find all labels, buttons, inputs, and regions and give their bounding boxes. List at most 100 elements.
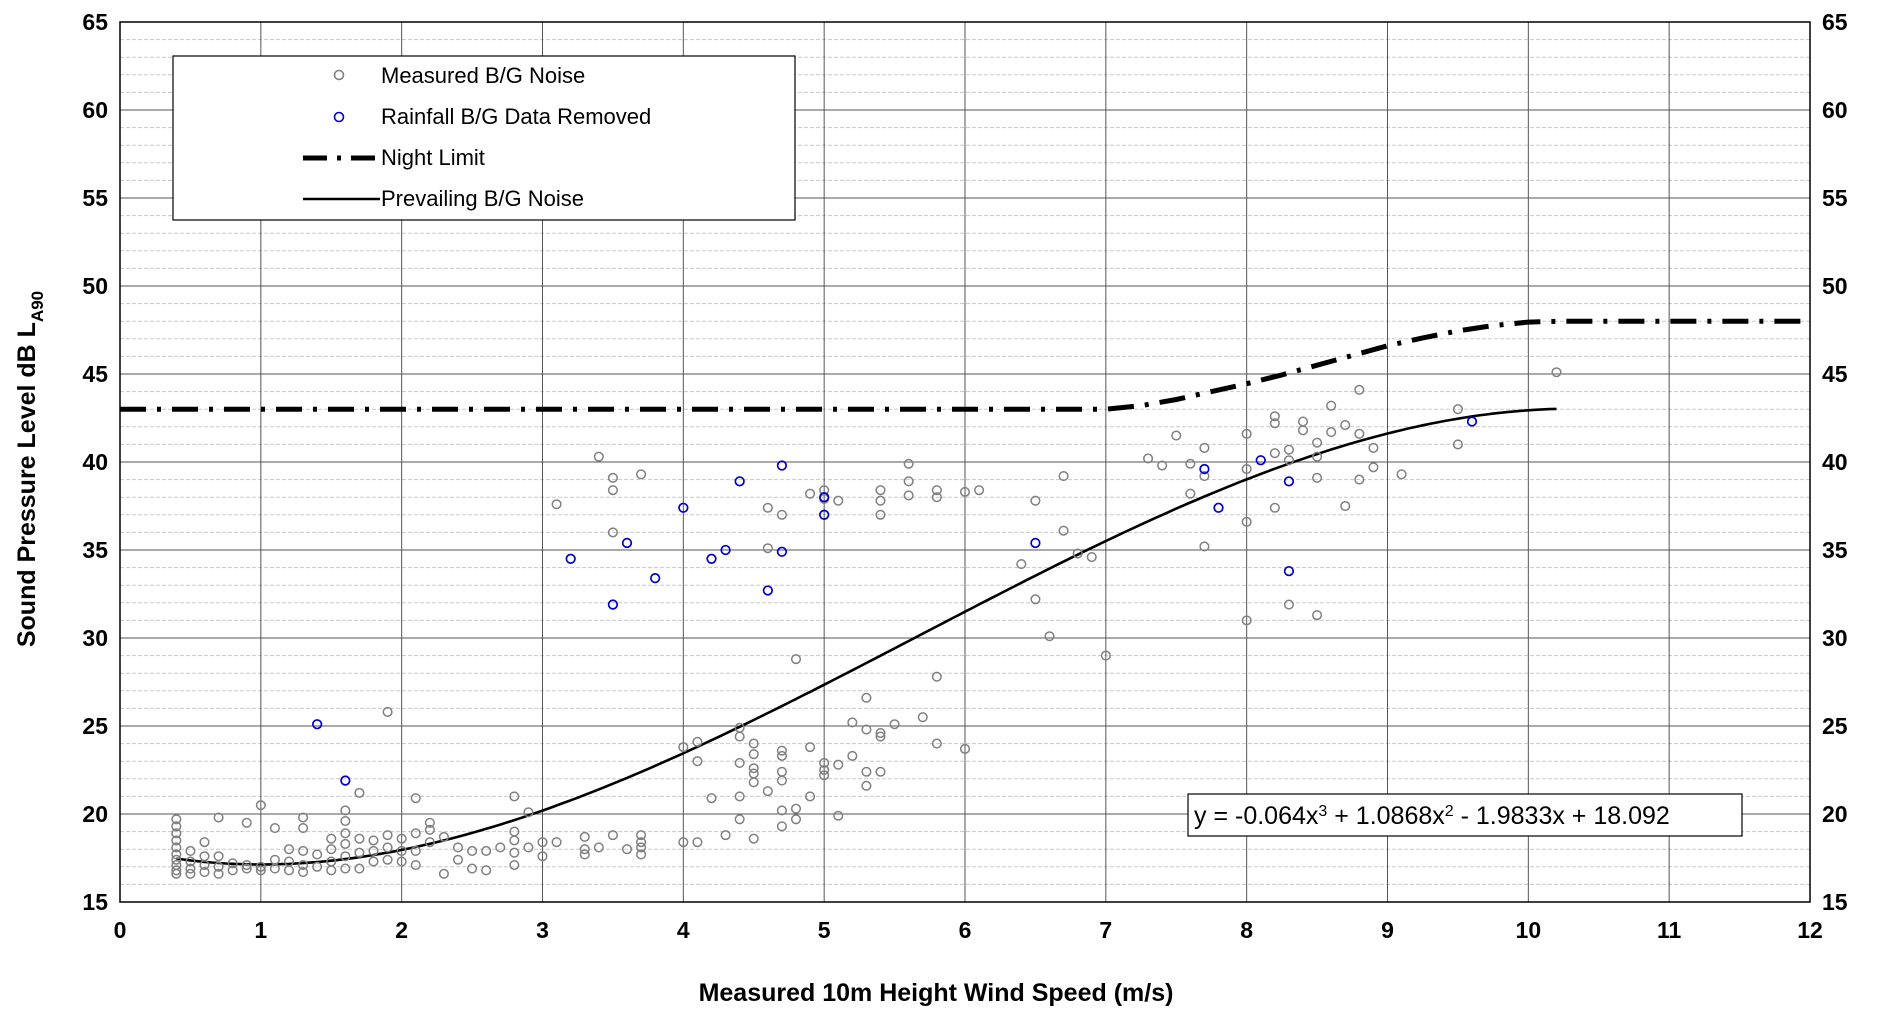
- measured-point: [213, 851, 224, 862]
- measured-point: [340, 851, 351, 862]
- prevailing-noise-line: [176, 407, 1557, 866]
- measured-point: [875, 509, 886, 520]
- measured-point: [326, 865, 337, 876]
- x-tick-label: 6: [959, 917, 972, 943]
- measured-point: [340, 863, 351, 874]
- measured-point: [171, 865, 182, 876]
- legend-rainfall-label: Rainfall B/G Data Removed: [381, 104, 651, 129]
- measured-point: [199, 859, 210, 871]
- measured-point: [903, 458, 914, 469]
- measured-point: [903, 476, 914, 487]
- measured-point: [917, 712, 928, 723]
- measured-point: [762, 786, 773, 797]
- measured-point: [875, 495, 886, 506]
- measured-point: [1452, 404, 1463, 415]
- measured-point: [734, 757, 745, 769]
- measured-point: [819, 764, 830, 776]
- measured-point: [283, 844, 295, 855]
- y-tick-label-right: 40: [1822, 449, 1848, 475]
- measured-point: [171, 842, 182, 853]
- rainfall-point: [1030, 537, 1041, 549]
- measured-point: [410, 793, 421, 804]
- measured-point: [171, 814, 182, 825]
- measured-point: [382, 854, 393, 865]
- measured-point: [283, 865, 295, 876]
- y-tick-label-right: 65: [1822, 9, 1848, 35]
- y-tick-label-left: 15: [82, 889, 108, 915]
- measured-point: [509, 847, 520, 858]
- measured-point: [340, 828, 351, 839]
- measured-point: [312, 849, 323, 860]
- measured-point: [593, 451, 604, 462]
- trendline-equation: y = -0.064x3 + 1.0868x2 - 1.9833x + 18.0…: [1187, 793, 1743, 837]
- measured-point: [340, 815, 351, 827]
- y-tick-label-left: 35: [82, 537, 108, 563]
- measured-point: [776, 805, 787, 816]
- measured-point: [861, 692, 872, 703]
- measured-point: [762, 543, 773, 554]
- measured-point: [1016, 559, 1027, 570]
- measured-point: [523, 842, 534, 853]
- measured-point: [298, 859, 309, 871]
- measured-point: [1283, 599, 1294, 610]
- measured-point: [227, 865, 238, 876]
- measured-point: [410, 859, 421, 871]
- measured-point: [1185, 458, 1196, 469]
- measured-point: [241, 859, 252, 871]
- measured-point: [551, 499, 562, 510]
- x-tick-label: 11: [1657, 917, 1682, 943]
- rainfall-point: [312, 719, 323, 730]
- measured-point: [424, 817, 435, 828]
- measured-point: [819, 770, 830, 781]
- y-tick-label-right: 25: [1822, 713, 1848, 739]
- x-tick-label: 5: [818, 917, 831, 943]
- measured-point: [931, 492, 942, 503]
- y-tick-label-right: 45: [1822, 361, 1848, 387]
- measured-point: [354, 787, 365, 798]
- measured-point: [438, 868, 449, 879]
- measured-point: [495, 842, 506, 853]
- y-tick-label-right: 55: [1822, 185, 1848, 211]
- measured-point: [1283, 455, 1294, 466]
- rainfall-point: [340, 775, 351, 786]
- measured-point: [551, 837, 562, 848]
- measured-point: [467, 863, 478, 874]
- y-tick-label-right: 35: [1822, 537, 1848, 563]
- measured-point: [1354, 474, 1365, 485]
- measured-point: [1157, 460, 1168, 471]
- measured-point: [692, 837, 703, 848]
- measured-point: [692, 756, 703, 767]
- rainfall-point: [819, 509, 830, 520]
- measured-point: [1269, 502, 1280, 513]
- measured-point: [227, 858, 238, 869]
- rainfall-point: [678, 502, 689, 513]
- measured-point: [269, 863, 280, 874]
- measured-point: [1241, 463, 1252, 475]
- measured-point: [762, 502, 773, 513]
- measured-point: [185, 868, 196, 879]
- measured-point: [255, 865, 266, 876]
- measured-point: [931, 485, 942, 496]
- measured-point: [748, 833, 759, 844]
- measured-point: [875, 485, 886, 496]
- measured-point: [1396, 469, 1407, 480]
- measured-point: [481, 845, 492, 857]
- measured-point: [1241, 428, 1252, 439]
- measured-point: [678, 837, 689, 848]
- x-tick-label: 10: [1516, 917, 1542, 943]
- x-axis-title: Measured 10m Height Wind Speed (m/s): [699, 979, 1174, 1007]
- measured-point: [509, 835, 520, 846]
- measured-point: [790, 814, 802, 825]
- rainfall-point: [1283, 476, 1295, 487]
- y-tick-label-right: 60: [1822, 97, 1848, 123]
- legend-box: [172, 55, 796, 221]
- legend-rainfall-marker: [333, 111, 345, 123]
- measured-point: [579, 831, 590, 842]
- measured-point: [833, 495, 844, 506]
- legend-prevailing-label: Prevailing B/G Noise: [381, 186, 584, 211]
- measured-point: [889, 719, 900, 730]
- measured-point: [171, 828, 182, 839]
- y-tick-label-left: 45: [82, 361, 108, 387]
- measured-point: [269, 854, 280, 865]
